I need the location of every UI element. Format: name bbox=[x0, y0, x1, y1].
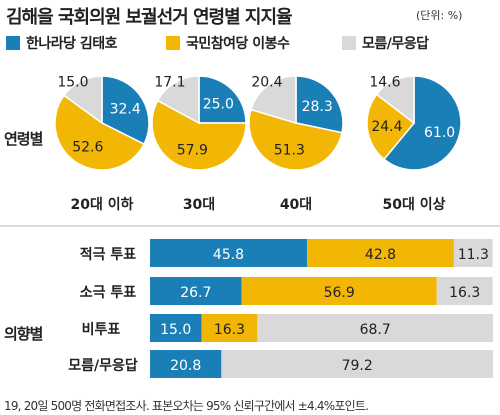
legend-label: 한나라당 김태호 bbox=[26, 36, 118, 52]
bar-category-label: 모름/무응답 bbox=[68, 357, 138, 374]
pie-slice bbox=[151, 99, 247, 171]
pie-slice bbox=[54, 94, 146, 171]
pie-slice bbox=[156, 75, 200, 125]
bar-value-label: 11.3 bbox=[458, 247, 489, 263]
legend-swatch-yellow bbox=[166, 36, 180, 50]
legend-swatch-blue bbox=[6, 36, 20, 50]
bar-value-label: 42.8 bbox=[365, 247, 396, 263]
pie-category-label: 20대 이하 bbox=[71, 196, 134, 213]
bar-segment bbox=[150, 239, 308, 267]
pie-value-label: 28.3 bbox=[302, 99, 333, 115]
chart-title: 김해을 국회의원 보궐선거 연령별 지지율 bbox=[6, 7, 293, 28]
unit-label: (단위: %) bbox=[416, 9, 463, 22]
legend-item-unknown: 모름/무응답 bbox=[342, 34, 429, 52]
bar-segment bbox=[150, 277, 242, 305]
pie-value-label: 24.4 bbox=[371, 119, 402, 135]
bar-value-label: 56.9 bbox=[324, 285, 355, 301]
bar-value-label: 45.8 bbox=[213, 247, 244, 263]
pie-category-label: 40대 bbox=[280, 197, 312, 213]
section-label-intention: 의향별 bbox=[4, 325, 43, 343]
bar-category-label: 비투표 bbox=[82, 322, 121, 338]
pie-value-label: 25.0 bbox=[203, 97, 234, 113]
pie-value-label: 32.4 bbox=[110, 102, 141, 118]
pie-value-label: 61.0 bbox=[424, 125, 455, 141]
pie-category-label: 50대 이상 bbox=[383, 196, 446, 213]
pie-slice bbox=[62, 75, 103, 125]
legend-swatch-gray bbox=[342, 36, 356, 50]
pie-slice bbox=[250, 75, 297, 125]
pie-slice bbox=[366, 93, 416, 161]
bar-value-label: 16.3 bbox=[449, 285, 480, 301]
pie-slice bbox=[248, 108, 343, 171]
pie-category-label: 30대 bbox=[183, 197, 215, 213]
bar-value-label: 79.2 bbox=[342, 358, 373, 374]
bar-value-label: 15.0 bbox=[160, 322, 191, 338]
pie-value-label: 51.3 bbox=[274, 142, 305, 158]
bar-segment bbox=[257, 314, 493, 342]
bar-value-label: 68.7 bbox=[360, 322, 391, 338]
pie-slice bbox=[382, 75, 462, 171]
legend-item-hannara: 한나라당 김태호 bbox=[6, 34, 118, 52]
bar-segment bbox=[241, 277, 437, 305]
bar-category-label: 적극 투표 bbox=[80, 246, 137, 263]
bar-segment bbox=[150, 350, 222, 378]
bar-segment bbox=[150, 314, 202, 342]
pie-slice bbox=[295, 75, 344, 134]
bar-value-label: 16.3 bbox=[214, 322, 245, 338]
pie-value-label: 14.6 bbox=[369, 74, 400, 90]
legend-item-chamyeo: 국민참여당 이봉수 bbox=[166, 34, 290, 52]
pie-value-label: 52.6 bbox=[72, 139, 103, 155]
bar-value-label: 20.8 bbox=[170, 358, 201, 374]
legend-label: 국민참여당 이봉수 bbox=[186, 36, 290, 52]
pie-value-label: 17.1 bbox=[154, 74, 185, 90]
footnote: 19, 20일 500명 전화면접조사. 표본오차는 95% 신뢰구간에서 ±4… bbox=[4, 399, 369, 413]
bar-segment bbox=[307, 239, 454, 267]
pie-value-label: 20.4 bbox=[251, 74, 282, 90]
pie-value-label: 57.9 bbox=[177, 142, 208, 158]
bar-segment bbox=[453, 239, 493, 267]
bar-segment bbox=[436, 277, 493, 305]
bar-value-label: 26.7 bbox=[180, 285, 211, 301]
bar-category-label: 소극 투표 bbox=[80, 285, 137, 301]
pie-value-label: 15.0 bbox=[57, 74, 88, 90]
bar-segment bbox=[221, 350, 493, 378]
pie-slice bbox=[101, 75, 150, 146]
bar-segment bbox=[201, 314, 258, 342]
pie-slice bbox=[375, 75, 415, 125]
pie-slice bbox=[198, 75, 247, 124]
legend-label: 모름/무응답 bbox=[362, 36, 429, 52]
section-label-age: 연령별 bbox=[4, 130, 43, 148]
